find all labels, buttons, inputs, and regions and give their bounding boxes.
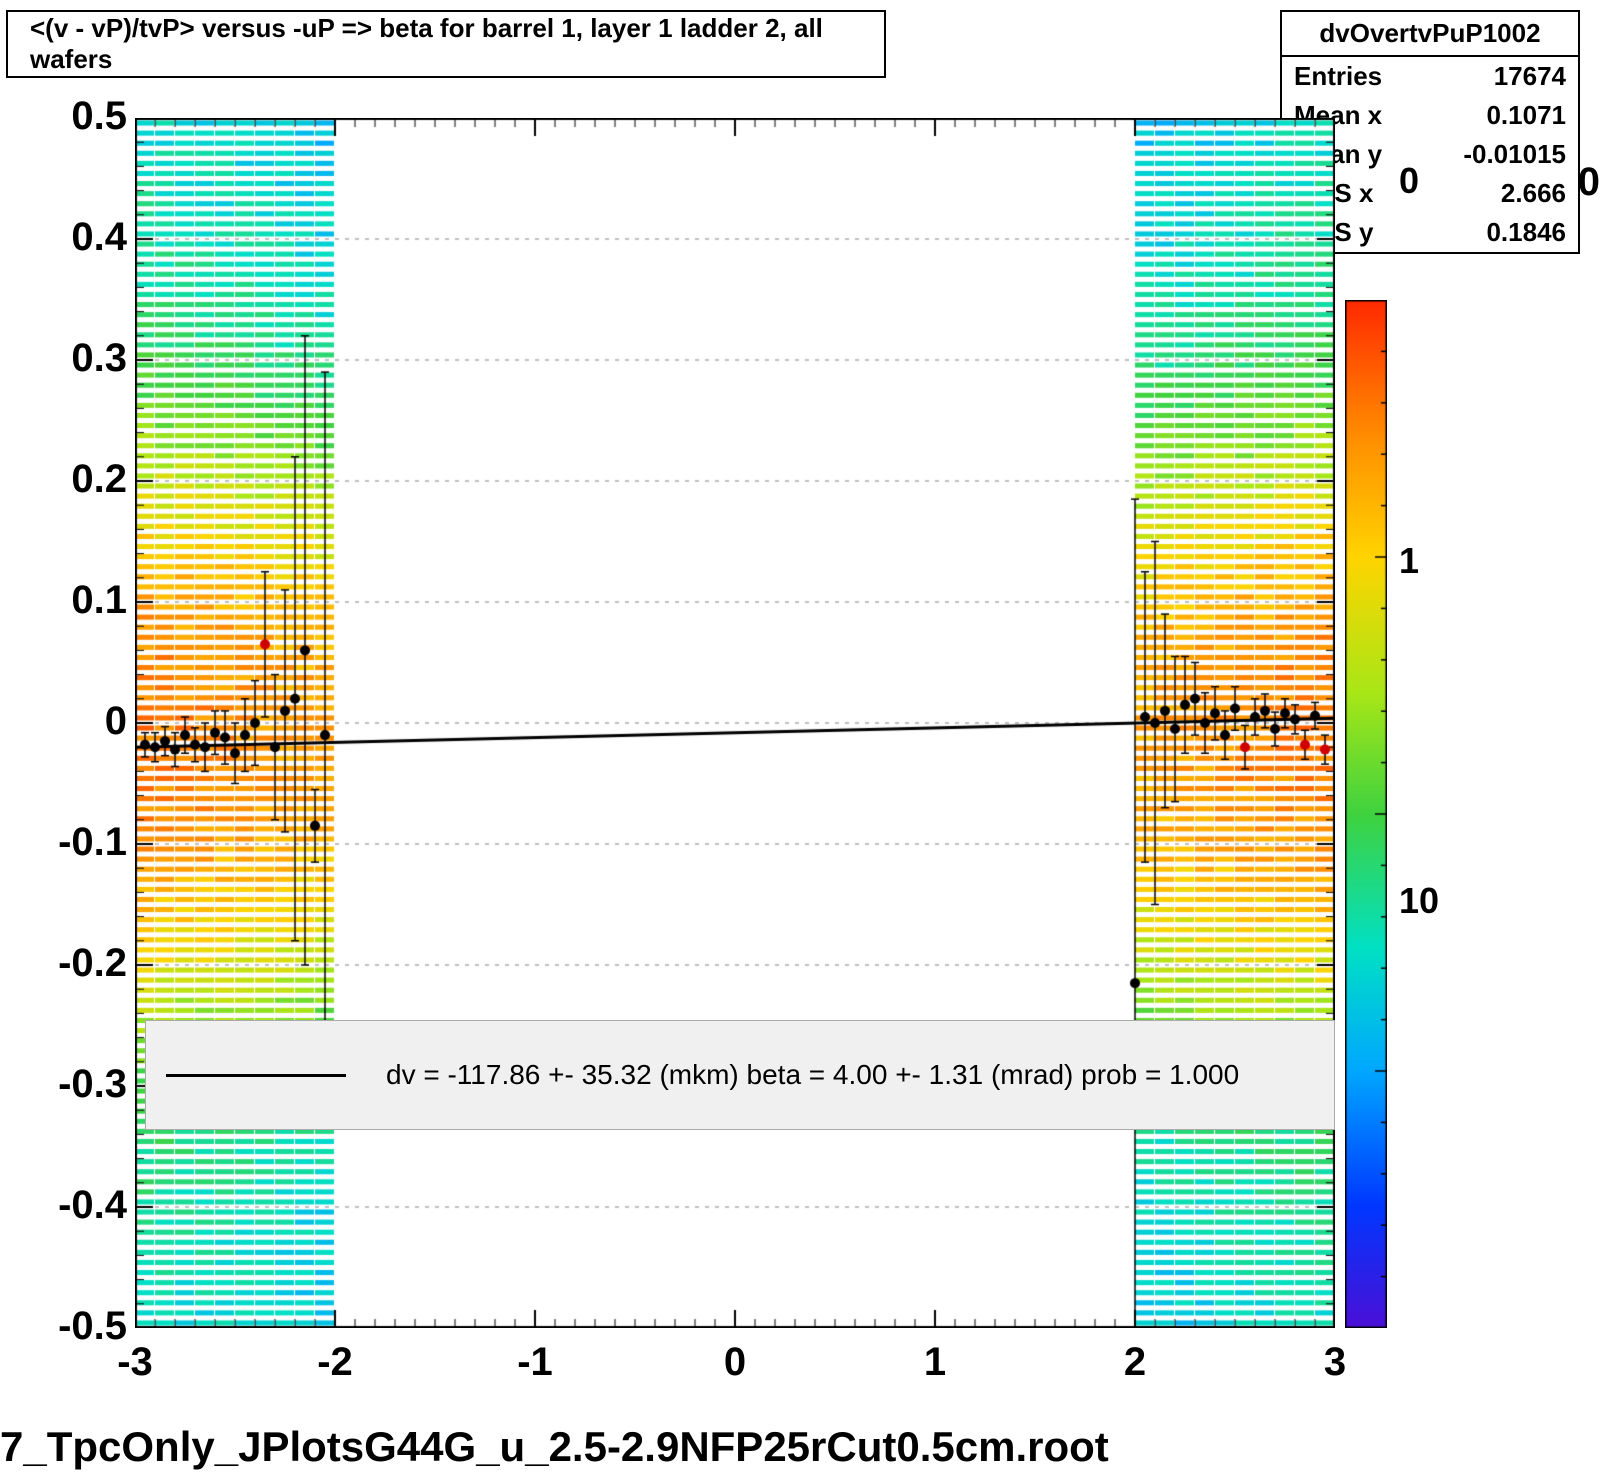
- colorbar-tick-label: 10: [1399, 880, 1439, 922]
- colorbar: [1345, 300, 1387, 1328]
- stats-value: 0.1846: [1486, 217, 1566, 248]
- stray-right-label: 0: [1578, 160, 1600, 205]
- plot-area: [135, 118, 1335, 1328]
- stats-value: 2.666: [1501, 178, 1566, 209]
- colorbar-tick-label: 0: [1399, 160, 1419, 202]
- y-tick-label: -0.2: [7, 941, 127, 986]
- chart-title: <(v - vP)/tvP> versus -uP => beta for ba…: [30, 13, 884, 75]
- y-tick-label: 0.1: [7, 578, 127, 623]
- stats-value: -0.01015: [1463, 139, 1566, 170]
- stats-row: Entries 17674: [1282, 57, 1578, 96]
- x-tick-label: -2: [317, 1340, 353, 1385]
- chart-title-box: <(v - vP)/tvP> versus -uP => beta for ba…: [6, 10, 886, 78]
- x-tick-label: 0: [724, 1340, 746, 1385]
- y-tick-label: -0.1: [7, 820, 127, 865]
- x-tick-label: -1: [517, 1340, 553, 1385]
- x-tick-label: -3: [117, 1340, 153, 1385]
- fit-legend-box: dv = -117.86 +- 35.32 (mkm) beta = 4.00 …: [145, 1020, 1335, 1130]
- y-tick-label: -0.3: [7, 1062, 127, 1107]
- y-tick-label: 0.4: [7, 215, 127, 260]
- stats-value: 0.1071: [1486, 100, 1566, 131]
- y-tick-label: -0.4: [7, 1183, 127, 1228]
- y-tick-label: 0.2: [7, 457, 127, 502]
- colorbar-tick-label: 1: [1399, 540, 1419, 582]
- x-tick-label: 1: [924, 1340, 946, 1385]
- x-tick-label: 2: [1124, 1340, 1146, 1385]
- plot-canvas: [135, 118, 1335, 1328]
- x-tick-label: 3: [1324, 1340, 1346, 1385]
- y-tick-label: 0.5: [7, 94, 127, 139]
- y-tick-label: 0.3: [7, 336, 127, 381]
- y-tick-label: -0.5: [7, 1304, 127, 1349]
- stats-key: Entries: [1294, 61, 1382, 92]
- source-file-label: 7_TpcOnly_JPlotsG44G_u_2.5-2.9NFP25rCut0…: [0, 1423, 1109, 1471]
- fit-line-sample: [166, 1074, 346, 1077]
- stats-value: 17674: [1494, 61, 1566, 92]
- fit-legend-text: dv = -117.86 +- 35.32 (mkm) beta = 4.00 …: [386, 1059, 1239, 1091]
- y-tick-label: 0: [7, 699, 127, 744]
- stats-name: dvOvertvPuP1002: [1282, 12, 1578, 57]
